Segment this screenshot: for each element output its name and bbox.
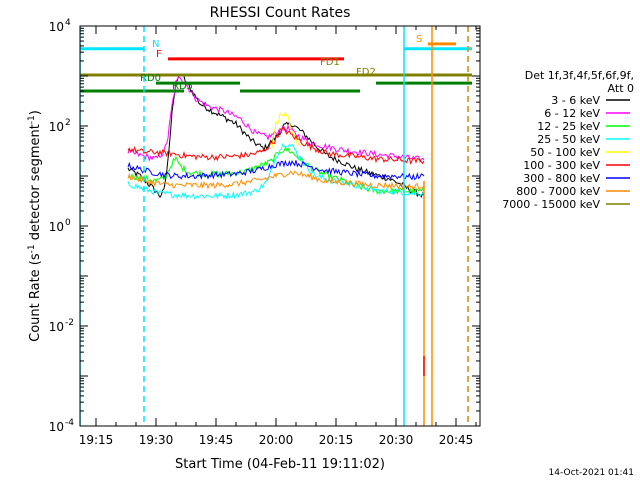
y-tick-label: 10 bbox=[49, 120, 64, 134]
y-tick-exponent: 2 bbox=[65, 118, 71, 128]
y-tick-exponent: 4 bbox=[65, 18, 71, 28]
x-axis-label: Start Time (04-Feb-11 19:11:02) bbox=[175, 457, 385, 472]
flag-label-fd1: FD1 bbox=[320, 57, 340, 68]
legend-header: Att 0 bbox=[608, 82, 634, 95]
y-tick-label: 10 bbox=[49, 220, 64, 234]
series-line-6 bbox=[127, 159, 425, 181]
legend-label: 800 - 7000 keV bbox=[516, 185, 600, 198]
chart-title: RHESSI Count Rates bbox=[210, 5, 351, 21]
footer-date: 14-Oct-2021 01:41 bbox=[549, 468, 634, 478]
x-tick-label: 19:45 bbox=[199, 433, 234, 447]
x-tick-label: 19:30 bbox=[139, 433, 174, 447]
y-tick-label: 10 bbox=[49, 20, 64, 34]
x-tick-label: 20:15 bbox=[319, 433, 354, 447]
flag-label-f: F bbox=[156, 49, 162, 60]
series-line-7 bbox=[127, 170, 425, 192]
plot-frame bbox=[79, 25, 481, 427]
legend-label: 7000 - 15000 keV bbox=[502, 198, 600, 211]
y-tick-exponent: -4 bbox=[65, 418, 74, 428]
y-tick-exponent: -2 bbox=[65, 318, 74, 328]
x-tick-label: 20:45 bbox=[439, 433, 474, 447]
series-line-0 bbox=[127, 73, 425, 199]
y-tick-label: 10 bbox=[49, 320, 64, 334]
legend-header: Det 1f,3f,4f,5f,6f,9f, bbox=[525, 69, 634, 82]
legend-label: 300 - 800 keV bbox=[523, 172, 600, 185]
legend-label: 12 - 25 keV bbox=[537, 120, 600, 133]
flag-label-fd2: FD2 bbox=[356, 67, 376, 78]
legend-label: 25 - 50 keV bbox=[537, 133, 600, 146]
series-line-5 bbox=[127, 126, 425, 165]
y-axis-label: Count Rate (s-1 detector segment-1) bbox=[27, 110, 43, 342]
legend-label: 50 - 100 keV bbox=[530, 146, 600, 159]
plot-area: N S F FD1 FD2 RD0 RD5 bbox=[80, 26, 472, 426]
flag-label-n: N bbox=[152, 39, 159, 50]
x-tick-label: 20:30 bbox=[379, 433, 414, 447]
series-line-3 bbox=[127, 142, 424, 200]
legend-label: 100 - 300 keV bbox=[523, 159, 600, 172]
x-tick-label: 20:00 bbox=[259, 433, 294, 447]
y-tick-exponent: 0 bbox=[65, 218, 71, 228]
flag-label-s: S bbox=[416, 34, 422, 45]
x-tick-label: 19:15 bbox=[79, 433, 114, 447]
legend-label: 6 - 12 keV bbox=[544, 107, 600, 120]
y-tick-label: 10 bbox=[49, 420, 64, 434]
flag-label-rd0: RD0 bbox=[140, 73, 161, 84]
series-line-1 bbox=[127, 76, 425, 164]
legend-label: 3 - 6 keV bbox=[551, 94, 600, 107]
flag-label-rd5: RD5 bbox=[172, 81, 193, 92]
